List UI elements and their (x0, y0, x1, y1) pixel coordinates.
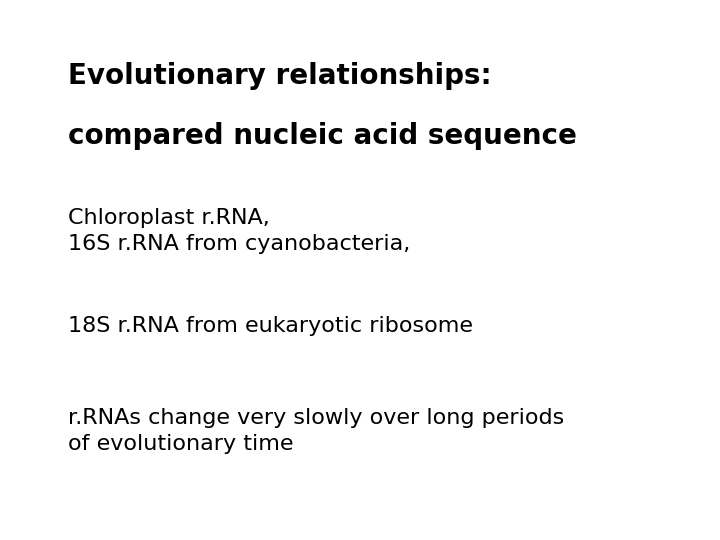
Text: Chloroplast r.RNA,
16S r.RNA from cyanobacteria,: Chloroplast r.RNA, 16S r.RNA from cyanob… (68, 208, 410, 254)
Text: compared nucleic acid sequence: compared nucleic acid sequence (68, 122, 577, 150)
Text: Evolutionary relationships:: Evolutionary relationships: (68, 62, 492, 90)
Text: 18S r.RNA from eukaryotic ribosome: 18S r.RNA from eukaryotic ribosome (68, 316, 474, 336)
Text: r.RNAs change very slowly over long periods
of evolutionary time: r.RNAs change very slowly over long peri… (68, 408, 564, 454)
